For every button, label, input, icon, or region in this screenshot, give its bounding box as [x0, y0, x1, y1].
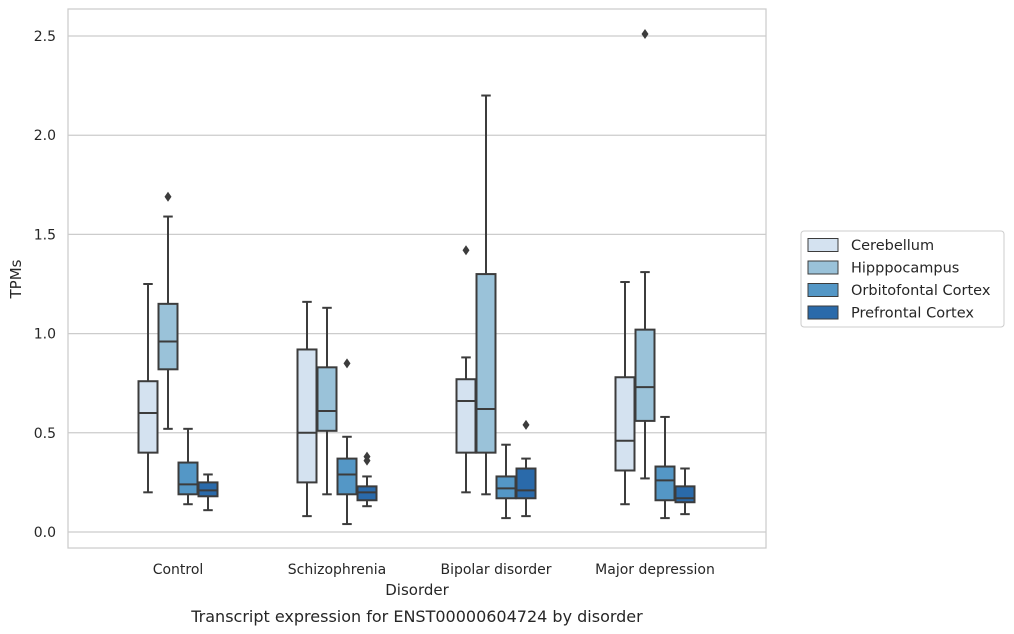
chart-caption: Transcript expression for ENST0000060472… [190, 607, 643, 626]
legend-swatch [807, 260, 839, 275]
series-prefrontal-cortex [197, 419, 696, 518]
box-body [455, 378, 477, 454]
series-cerebellum [137, 245, 636, 518]
series-hipppocampus [157, 29, 656, 496]
box [177, 427, 199, 506]
box [356, 451, 378, 508]
y-tick-label: 2.5 [34, 29, 56, 45]
outlier-point [522, 419, 530, 430]
box [137, 283, 159, 494]
x-tick-labels: Control Schizophrenia Bipolar disorder Majo… [153, 562, 715, 578]
box [316, 306, 338, 496]
box [674, 467, 696, 516]
x-tick-label: Control [153, 562, 204, 578]
box-body [316, 366, 338, 432]
y-tick-label: 1.0 [34, 327, 56, 343]
outlier-point [363, 451, 371, 462]
box [455, 245, 477, 494]
box-series [137, 29, 696, 526]
legend-label: Orbitofontal Cortex [851, 283, 991, 299]
box-body [177, 461, 199, 496]
box [614, 281, 636, 506]
box-body [634, 328, 656, 422]
box-body [296, 348, 318, 484]
y-tick-label: 2.0 [34, 128, 56, 144]
series-orbitofontal-cortex [177, 358, 676, 526]
box-body [654, 465, 676, 502]
box [475, 94, 497, 496]
box [197, 473, 219, 512]
x-tick-label: Schizophrenia [288, 562, 386, 578]
box-body [336, 457, 358, 496]
y-gridlines [68, 35, 766, 533]
outlier-point [641, 29, 649, 40]
y-tick-labels: 0.0 0.5 1.0 1.5 2.0 2.5 [34, 29, 56, 541]
plot-background [68, 9, 766, 548]
box [495, 443, 517, 520]
y-axis-title: TPMs [7, 259, 25, 299]
outlier-point [462, 245, 470, 256]
box-body [475, 273, 497, 454]
box [336, 358, 358, 526]
box-body [515, 467, 537, 500]
box-body [614, 376, 636, 472]
x-axis-title: Disorder [385, 581, 449, 599]
legend-swatch [807, 283, 839, 297]
box [634, 29, 656, 480]
y-tick-label: 0.0 [34, 525, 56, 541]
outlier-point [164, 191, 172, 202]
legend-swatch [807, 305, 839, 320]
legend-label: Cerebellum [851, 238, 934, 254]
box [515, 419, 537, 518]
box-body [674, 485, 696, 504]
legend: Cerebellum Hipppocampus Orbitofontal Corte… [800, 230, 1005, 328]
box-body [137, 380, 159, 454]
legend-frame [800, 230, 1005, 328]
y-tick-label: 1.5 [34, 227, 56, 243]
plot-frame [67, 8, 767, 549]
legend-label: Prefrontal Cortex [851, 306, 974, 322]
box-body [157, 302, 179, 371]
legend-label: Hipppocampus [851, 261, 959, 277]
y-tick-label: 0.5 [34, 426, 56, 442]
outlier-point [343, 358, 351, 369]
x-tick-label: Major depression [595, 562, 715, 578]
box [157, 191, 179, 430]
legend-swatch [807, 238, 839, 252]
x-tick-label: Bipolar disorder [440, 562, 551, 578]
box [654, 415, 676, 520]
